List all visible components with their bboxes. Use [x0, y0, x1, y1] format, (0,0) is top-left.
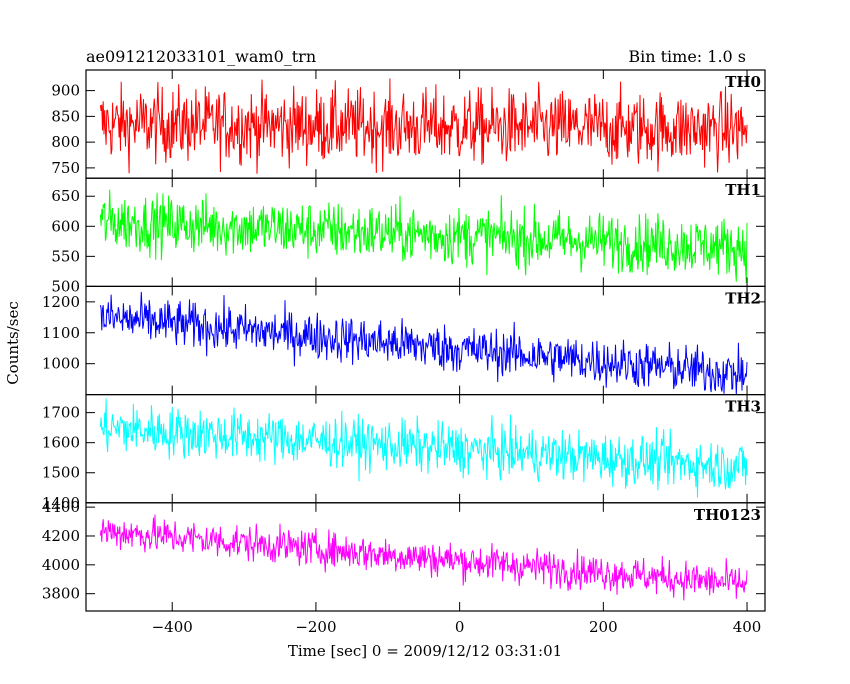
panel-label: TH2	[725, 289, 761, 307]
y-tick-label: 1700	[42, 404, 80, 422]
y-tick-label: 500	[51, 277, 80, 295]
series-line-th1	[99, 189, 748, 284]
y-tick-label: 850	[51, 107, 80, 125]
x-tick-label: −200	[295, 618, 336, 636]
panel-label: TH3	[725, 398, 761, 416]
chart-title-right: Bin time: 1.0 s	[628, 47, 746, 66]
y-tick-label: 3800	[42, 585, 80, 603]
y-tick-label: 1500	[42, 464, 80, 482]
panel-label: TH1	[725, 181, 761, 199]
panel-th3: 1400 1500 1600 1700 TH3	[42, 394, 766, 512]
series-line-th0123	[99, 514, 748, 601]
panel-th0: 750 800 850 900 TH0	[51, 69, 766, 179]
x-tick-label: 400	[733, 618, 762, 636]
y-tick-label: 550	[51, 247, 80, 265]
y-tick-label: 4400	[42, 498, 80, 516]
y-axis-label: Counts/sec	[4, 301, 22, 385]
y-tick-label: 650	[51, 187, 80, 205]
panel-frame	[85, 394, 766, 504]
panel-frame	[85, 285, 766, 396]
panel-label: TH0	[725, 73, 761, 91]
panel-th2: 1000 1100 1200 TH2	[42, 285, 766, 396]
y-tick-label: 1200	[42, 293, 80, 311]
panel-frame	[85, 502, 766, 612]
x-tick-label: −400	[152, 618, 193, 636]
panel-label: TH0123	[694, 506, 761, 524]
series-line-th3	[99, 398, 748, 498]
series-line-th0	[99, 78, 748, 174]
y-tick-label: 600	[51, 217, 80, 235]
panel-th1: 500 550 600 650 TH1	[51, 177, 766, 295]
chart-title-left: ae091212033101_wam0_trn	[86, 47, 316, 66]
x-tick-label: 200	[589, 618, 618, 636]
x-tick-label: 0	[455, 618, 465, 636]
series-line-th2	[99, 291, 748, 395]
x-axis-label: Time [sec] 0 = 2009/12/12 03:31:01	[288, 642, 562, 660]
panel-th0123: 3800 4000 4200 4400 TH0123	[42, 498, 766, 612]
y-tick-label: 750	[51, 159, 80, 177]
y-tick-label: 900	[51, 82, 80, 100]
y-tick-label: 800	[51, 133, 80, 151]
y-tick-label: 1600	[42, 434, 80, 452]
y-tick-label: 4200	[42, 527, 80, 545]
y-tick-label: 1000	[42, 355, 80, 373]
panels-group: 750 800 850 900 TH0 500 550 600 650 TH1 1000 1100 12…	[42, 69, 766, 636]
y-tick-label: 1400	[42, 494, 80, 512]
y-tick-label: 4000	[42, 556, 80, 574]
y-tick-label: 1100	[42, 324, 80, 342]
